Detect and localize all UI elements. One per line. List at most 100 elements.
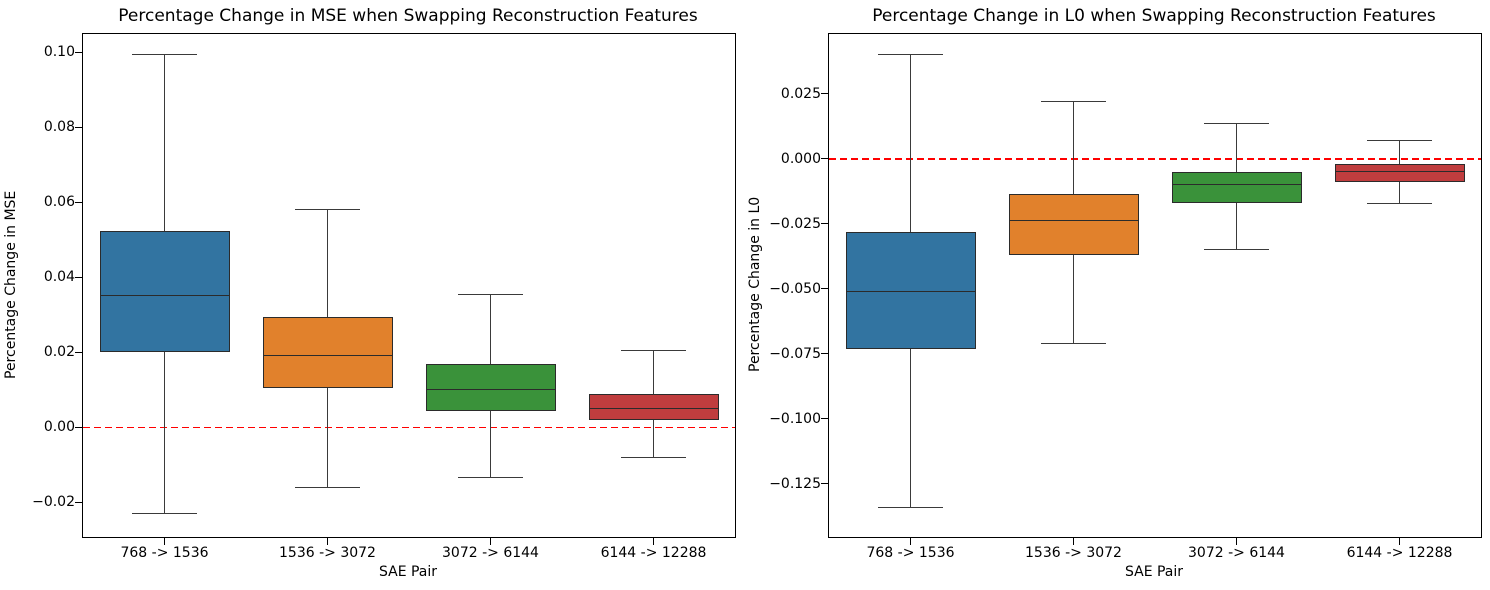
y-tick-label: −0.075 [769,345,821,362]
median-line [262,355,393,357]
lower-whisker [909,348,911,508]
y-tick-mark [75,51,82,53]
y-tick-label: −0.050 [769,281,821,297]
x-tick-label: 3072 -> 6144 [442,545,539,561]
x-tick-label: 1536 -> 3072 [279,545,376,561]
median-line [588,407,719,409]
x-tick-label: 6144 -> 12288 [600,545,707,561]
lower-whisker [489,410,491,479]
y-tick-mark [821,288,828,290]
y-tick-label: −0.025 [769,216,821,233]
y-tick-mark [75,426,82,428]
iqr-box [1334,164,1465,183]
median-line [425,389,556,390]
lower-whisker [326,388,328,488]
iqr-box [845,231,976,349]
lower-whisker-cap [1367,202,1432,204]
plot-title: Percentage Change in L0 when Swapping Re… [872,6,1436,26]
zero-reference-line [83,426,735,429]
x-tick-label: 1536 -> 3072 [1025,545,1122,561]
lower-whisker-cap [132,513,197,515]
lower-whisker-cap [1204,249,1269,251]
axes-area: 0.10 0.08 0.06 0.04 0.02 0.00 −0.02 768 -> 1536… [32,33,736,561]
x-tick-mark [909,538,911,545]
y-tick-mark [75,201,82,203]
y-tick-mark [821,418,828,420]
lower-whisker-cap [878,506,943,508]
y-tick-label: 0.00 [43,419,75,436]
median-line [1008,220,1139,222]
y-tick-mark [821,158,828,160]
iqr-box [262,316,393,389]
lower-whisker [163,352,165,514]
y-tick-label: −0.125 [769,475,821,492]
y-tick-mark [75,351,82,353]
axes-area: 0.025 0.000 −0.025 −0.050 −0.075 −0.100 −0.125… [769,33,1482,561]
median-line [99,295,230,297]
x-tick-mark [652,538,654,545]
lower-whisker [1398,182,1400,204]
upper-whisker-cap [132,53,197,55]
upper-whisker [1235,123,1237,173]
y-tick-mark [821,483,828,485]
iqr-box [1008,194,1139,256]
median-line [845,290,976,292]
y-tick-label: 0.02 [43,344,75,361]
x-tick-label: 6144 -> 12288 [1346,545,1453,561]
x-tick-mark [163,538,165,545]
x-tick-label: 768 -> 1536 [120,545,209,561]
upper-whisker-cap [295,209,360,211]
upper-whisker-cap [1367,140,1432,142]
lower-whisker-cap [621,456,686,458]
zero-reference-line [829,158,1481,160]
x-axis-label: SAE Pair [378,564,438,580]
y-tick-mark [821,223,828,225]
upper-whisker [163,54,165,231]
y-tick-label: 0.000 [780,151,821,168]
upper-whisker [652,350,654,394]
upper-whisker [1398,140,1400,165]
lower-whisker-cap [458,477,523,479]
upper-whisker-cap [1204,123,1269,125]
upper-whisker-cap [1041,101,1106,103]
lower-whisker [1072,255,1074,344]
y-tick-mark [821,93,828,95]
y-tick-mark [75,126,82,128]
y-tick-label: −0.100 [769,410,821,427]
x-axis-label: SAE Pair [1124,564,1184,580]
x-tick-mark [1235,538,1237,545]
upper-whisker-cap [878,54,943,56]
upper-whisker-cap [621,349,686,351]
x-tick-mark [1398,538,1400,545]
y-tick-label: 0.08 [43,119,75,136]
y-tick-label: 0.10 [43,44,75,61]
x-tick-label: 768 -> 1536 [866,545,955,561]
iqr-box [588,393,719,420]
plot-title: Percentage Change in MSE when Swapping R… [118,6,698,26]
median-line [1171,184,1302,186]
x-tick-mark [1072,538,1074,545]
y-tick-label: 0.025 [780,86,821,103]
iqr-box [1171,172,1302,204]
lower-whisker-cap [1041,342,1106,344]
y-tick-label: 0.06 [43,194,75,211]
y-tick-label: 0.04 [43,269,75,286]
upper-whisker [326,209,328,317]
lower-whisker-cap [295,486,360,488]
lower-whisker [1235,203,1237,250]
upper-whisker [909,55,911,232]
lower-whisker [652,419,654,458]
upper-whisker [489,294,491,364]
x-tick-mark [489,538,491,545]
y-tick-label: −0.02 [32,494,75,511]
x-tick-label: 3072 -> 6144 [1188,545,1285,561]
y-tick-mark [821,353,828,355]
y-tick-mark [75,276,82,278]
median-line [1334,171,1465,173]
upper-whisker [1072,101,1074,195]
upper-whisker-cap [458,293,523,295]
y-tick-mark [75,501,82,503]
iqr-box [99,230,230,353]
x-tick-mark [326,538,328,545]
